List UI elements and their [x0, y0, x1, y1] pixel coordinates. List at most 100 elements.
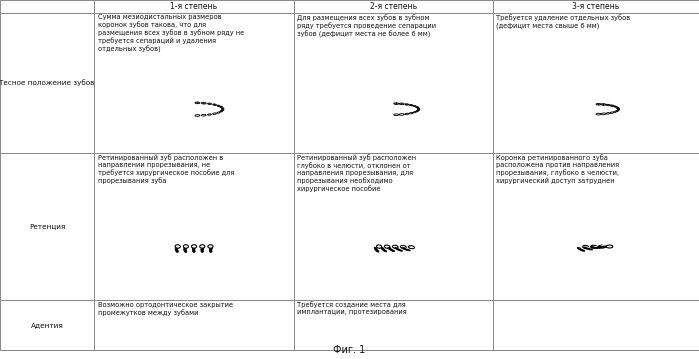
Ellipse shape — [220, 106, 223, 108]
Bar — [294, 0, 493, 13]
Ellipse shape — [217, 105, 220, 107]
Text: 3-я степень: 3-я степень — [572, 2, 619, 11]
Ellipse shape — [222, 109, 224, 111]
Ellipse shape — [417, 109, 419, 111]
Ellipse shape — [416, 107, 419, 108]
Bar — [94, 13, 294, 153]
Ellipse shape — [583, 246, 589, 248]
Ellipse shape — [381, 247, 387, 252]
Ellipse shape — [398, 248, 402, 250]
Ellipse shape — [601, 104, 606, 105]
Ellipse shape — [405, 113, 409, 115]
Ellipse shape — [587, 247, 591, 248]
Text: Возможно ортодонтическое закрытие
промежутков между зубами: Возможно ортодонтическое закрытие промеж… — [98, 302, 233, 316]
Ellipse shape — [377, 248, 380, 251]
Bar — [94, 153, 294, 300]
Ellipse shape — [593, 246, 598, 247]
Ellipse shape — [212, 104, 217, 106]
Ellipse shape — [212, 113, 217, 115]
Ellipse shape — [413, 106, 417, 107]
Bar — [493, 153, 699, 300]
Text: Коронка ретинированного зуба
расположена против направления
прорезывания, глубок: Коронка ретинированного зуба расположена… — [496, 154, 619, 184]
Ellipse shape — [183, 245, 189, 248]
Text: Ретинированный зуб расположен
глубоко в челюсти, отклонен от
направления прорезы: Ретинированный зуб расположен глубоко в … — [297, 154, 416, 192]
Ellipse shape — [405, 247, 410, 249]
Ellipse shape — [577, 247, 585, 251]
Ellipse shape — [178, 248, 180, 251]
Bar — [294, 153, 493, 300]
Ellipse shape — [401, 246, 406, 248]
Ellipse shape — [601, 113, 606, 115]
Text: Фиг. 1: Фиг. 1 — [333, 345, 366, 355]
Ellipse shape — [410, 112, 413, 114]
Ellipse shape — [606, 113, 610, 114]
Text: Адентия: Адентия — [31, 322, 64, 328]
Ellipse shape — [192, 245, 196, 248]
Ellipse shape — [204, 248, 206, 251]
Ellipse shape — [395, 247, 403, 251]
Ellipse shape — [591, 246, 600, 249]
Ellipse shape — [222, 108, 224, 109]
Ellipse shape — [201, 114, 206, 116]
Ellipse shape — [208, 245, 213, 248]
Text: Требуется удаление отдельных зубов
(дефицит места свыше 6 мм): Требуется удаление отдельных зубов (дефи… — [496, 14, 630, 29]
Text: Тесное положение зубов: Тесное положение зубов — [0, 79, 95, 86]
Ellipse shape — [408, 246, 415, 249]
Ellipse shape — [616, 107, 619, 108]
Ellipse shape — [195, 115, 200, 116]
Ellipse shape — [614, 106, 617, 107]
Ellipse shape — [195, 248, 196, 251]
Ellipse shape — [598, 246, 608, 247]
Ellipse shape — [405, 104, 409, 105]
Bar — [0, 13, 94, 153]
Bar — [0, 300, 94, 350]
Ellipse shape — [376, 245, 382, 248]
Ellipse shape — [584, 247, 593, 250]
Text: 1-я степень: 1-я степень — [171, 2, 217, 11]
Text: Сумма мезиодистальных размеров
коронок зубов такова, что для
размещения всех зуб: Сумма мезиодистальных размеров коронок з… — [98, 14, 244, 53]
Ellipse shape — [384, 248, 387, 250]
Ellipse shape — [606, 245, 613, 248]
Bar — [0, 153, 94, 300]
Ellipse shape — [391, 248, 394, 250]
Ellipse shape — [388, 247, 395, 252]
Bar — [493, 300, 699, 350]
Ellipse shape — [208, 103, 212, 104]
Ellipse shape — [200, 245, 205, 248]
Text: Ретинированный зуб расположен в
направлении прорезывания, не
требуется хирургиче: Ретинированный зуб расположен в направле… — [98, 154, 234, 184]
Bar — [294, 300, 493, 350]
Ellipse shape — [410, 104, 413, 106]
Ellipse shape — [184, 247, 187, 252]
Bar — [0, 0, 94, 13]
Text: Требуется создание места для
имплантации, протезирования: Требуется создание места для имплантации… — [297, 302, 407, 316]
Ellipse shape — [217, 112, 220, 113]
Ellipse shape — [394, 103, 398, 104]
Ellipse shape — [201, 102, 206, 104]
Ellipse shape — [175, 245, 180, 248]
Ellipse shape — [610, 105, 614, 106]
Ellipse shape — [175, 247, 178, 252]
Ellipse shape — [392, 245, 398, 248]
Ellipse shape — [209, 247, 212, 252]
Ellipse shape — [596, 113, 601, 115]
Ellipse shape — [201, 247, 204, 252]
Ellipse shape — [617, 108, 619, 109]
Ellipse shape — [384, 245, 390, 248]
Ellipse shape — [417, 108, 419, 109]
Ellipse shape — [399, 103, 404, 105]
Ellipse shape — [600, 245, 605, 246]
Ellipse shape — [195, 102, 200, 104]
Ellipse shape — [598, 245, 605, 248]
Ellipse shape — [610, 112, 614, 113]
Ellipse shape — [192, 247, 196, 252]
Ellipse shape — [220, 111, 223, 112]
Text: Ретенция: Ретенция — [29, 223, 66, 229]
Ellipse shape — [208, 114, 212, 115]
Ellipse shape — [617, 109, 619, 111]
Ellipse shape — [394, 114, 398, 116]
Ellipse shape — [614, 111, 617, 112]
Bar — [294, 13, 493, 153]
Ellipse shape — [399, 113, 404, 115]
Bar — [493, 13, 699, 153]
Ellipse shape — [606, 104, 610, 106]
